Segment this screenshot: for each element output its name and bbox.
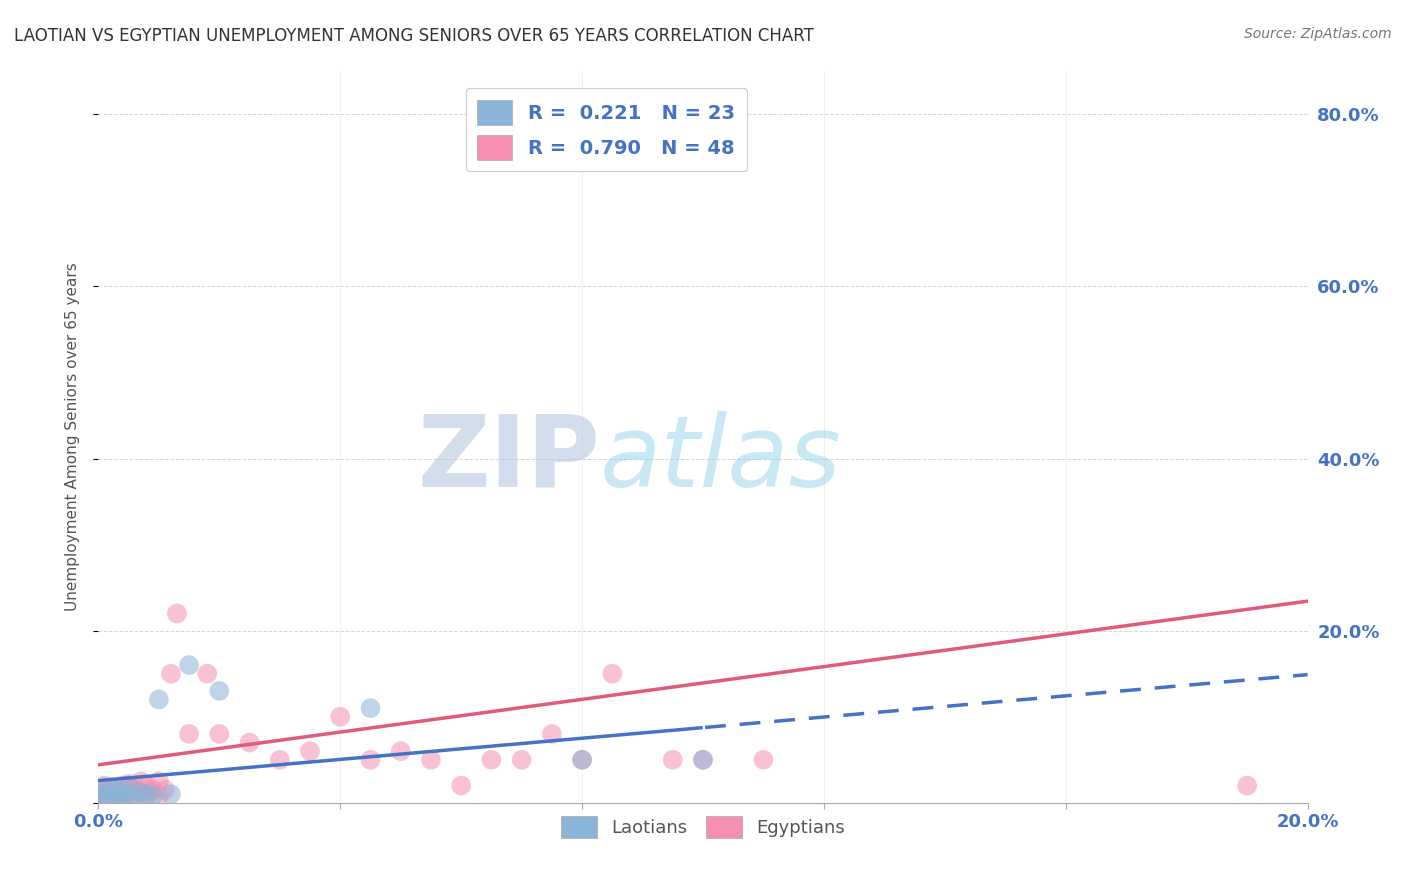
Point <box>135 779 157 793</box>
Point <box>118 779 141 793</box>
Point <box>100 780 122 795</box>
Point <box>111 785 134 799</box>
Point <box>195 666 218 681</box>
Point <box>105 789 128 803</box>
Point <box>124 789 146 803</box>
Point <box>148 774 170 789</box>
Point <box>124 780 146 795</box>
Point <box>540 727 562 741</box>
Point <box>208 727 231 741</box>
Point <box>135 787 157 801</box>
Point <box>420 753 443 767</box>
Point <box>93 783 115 797</box>
Point <box>118 783 141 797</box>
Point <box>1236 779 1258 793</box>
Point <box>571 753 593 767</box>
Point <box>602 666 624 681</box>
Point <box>450 779 472 793</box>
Point <box>105 783 128 797</box>
Point <box>105 785 128 799</box>
Point <box>148 692 170 706</box>
Point <box>571 753 593 767</box>
Point <box>692 753 714 767</box>
Point <box>100 787 122 801</box>
Text: atlas: atlas <box>600 410 842 508</box>
Point <box>481 125 503 139</box>
Point <box>93 787 115 801</box>
Legend: Laotians, Egyptians: Laotians, Egyptians <box>554 808 852 845</box>
Point <box>661 753 683 767</box>
Point <box>179 727 201 741</box>
Point <box>160 787 183 801</box>
Point <box>129 785 152 799</box>
Point <box>299 744 322 758</box>
Point <box>510 753 533 767</box>
Point <box>510 125 533 139</box>
Point <box>87 787 110 801</box>
Point <box>93 779 115 793</box>
Point <box>148 789 170 803</box>
Point <box>124 789 146 803</box>
Point <box>129 785 152 799</box>
Point <box>208 684 231 698</box>
Point <box>269 753 291 767</box>
Point <box>111 791 134 805</box>
Point <box>118 787 141 801</box>
Point <box>129 774 152 789</box>
Point <box>166 607 188 621</box>
Point <box>160 666 183 681</box>
Point <box>100 780 122 795</box>
Point <box>118 787 141 801</box>
Point <box>135 787 157 801</box>
Point <box>752 753 775 767</box>
Point <box>692 753 714 767</box>
Text: ZIP: ZIP <box>418 410 600 508</box>
Point <box>179 658 201 673</box>
Point <box>481 753 503 767</box>
Point <box>87 791 110 805</box>
Point <box>153 783 176 797</box>
Point <box>142 789 165 803</box>
Point <box>118 777 141 791</box>
Point <box>142 783 165 797</box>
Text: Source: ZipAtlas.com: Source: ZipAtlas.com <box>1244 27 1392 41</box>
Text: LAOTIAN VS EGYPTIAN UNEMPLOYMENT AMONG SENIORS OVER 65 YEARS CORRELATION CHART: LAOTIAN VS EGYPTIAN UNEMPLOYMENT AMONG S… <box>14 27 814 45</box>
Point <box>93 789 115 803</box>
Point <box>329 710 352 724</box>
Y-axis label: Unemployment Among Seniors over 65 years: Unemployment Among Seniors over 65 years <box>65 263 80 611</box>
Point <box>111 789 134 803</box>
Point <box>87 783 110 797</box>
Point <box>93 791 115 805</box>
Point <box>87 789 110 803</box>
Point <box>105 791 128 805</box>
Point <box>360 701 382 715</box>
Point <box>111 779 134 793</box>
Point <box>389 744 412 758</box>
Point <box>360 753 382 767</box>
Point <box>100 787 122 801</box>
Point <box>239 735 262 749</box>
